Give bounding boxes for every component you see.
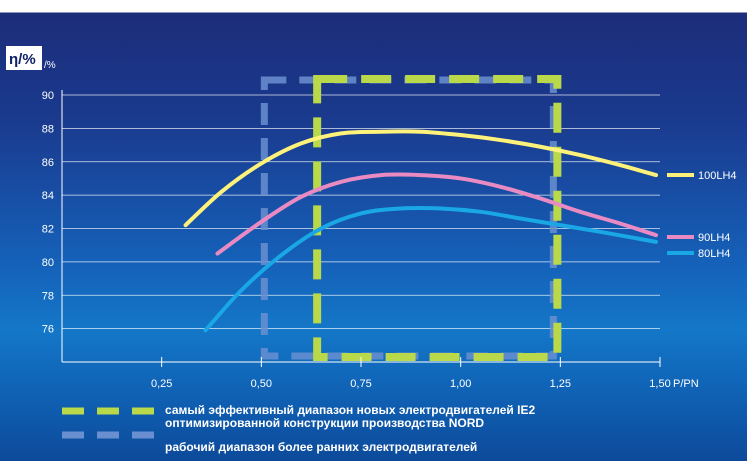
series-line-90LH4: [215, 172, 659, 256]
y-tick-label-88: 88: [42, 123, 54, 135]
y-label-badge: [6, 46, 42, 70]
x-tick-label-0: 0,25: [151, 378, 172, 390]
x-tick-label-2: 0,75: [350, 378, 371, 390]
y-tick-label-76: 76: [42, 324, 54, 336]
x-tick-label-1: 0,50: [251, 378, 272, 390]
y-axis-unit: /%: [44, 60, 56, 71]
legend-label-100LH4: 100LH4: [698, 170, 737, 182]
range-box-green: [313, 75, 562, 361]
range-note-green: самый эффективный диапазон новых электро…: [62, 403, 535, 430]
legend-label-80LH4: 80LH4: [698, 248, 730, 260]
x-axis-label: P/PN: [673, 378, 699, 390]
y-tick-label-90: 90: [42, 90, 54, 102]
range-note-green-line2: оптимизированной конструкции производств…: [165, 416, 484, 430]
legend-label-90LH4: 90LH4: [698, 232, 730, 244]
y-tick-label-84: 84: [42, 190, 54, 202]
y-tick-label-86: 86: [42, 157, 54, 169]
series-line-100LH4: [183, 129, 659, 228]
range-note-blue-text: рабочий диапазон более ранних электродви…: [165, 440, 477, 454]
axes: 76 78 80 82 84 86 88 90 0,25 0,50 0,75 1,00 1,25 1,50: [42, 90, 671, 390]
x-tick-label-4: 1,25: [550, 378, 571, 390]
y-tick-label-78: 78: [42, 290, 54, 302]
range-note-green-line1: самый эффективный диапазон новых электро…: [165, 403, 535, 417]
legend: 100LH4 90LH4 80LH4: [667, 170, 737, 260]
y-tick-label-80: 80: [42, 257, 54, 269]
x-tick-label-3: 1,00: [450, 378, 471, 390]
series-line-80LH4: [203, 205, 659, 333]
x-tick-label-5: 1,50: [649, 378, 670, 390]
series-lines: [183, 129, 659, 333]
range-note-blue: рабочий диапазон более ранних электродви…: [62, 431, 477, 454]
y-axis-label: η/%: [9, 51, 36, 68]
y-tick-label-82: 82: [42, 224, 54, 236]
